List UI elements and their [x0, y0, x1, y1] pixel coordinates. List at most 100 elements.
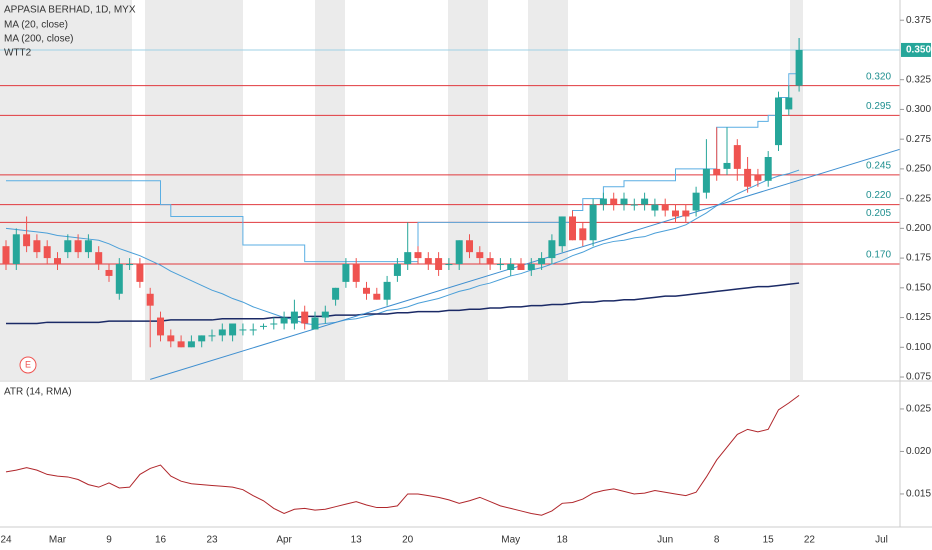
price-pane: 0.320 0.295 0.245 0.220 0.205 0.170: [0, 38, 900, 380]
candle-body: [290, 311, 298, 324]
y-tick-label: 0.025: [906, 404, 931, 415]
candle-body: [579, 228, 587, 241]
candle-body: [775, 97, 782, 146]
candle-body: [435, 258, 443, 270]
x-tick-label: 13: [351, 535, 363, 546]
series-line: [5, 169, 800, 326]
legend: APPASIA BERHAD, 1D, MYX MA (20, close) M…: [4, 5, 136, 398]
candle-body: [424, 258, 432, 265]
candle-body: [136, 264, 144, 282]
x-tick-label: May: [501, 535, 520, 546]
level-label: 0.245: [866, 160, 891, 171]
candle-body: [630, 204, 638, 206]
x-tick-label: 23: [206, 535, 218, 546]
candle-body: [54, 258, 61, 265]
candle-body: [610, 198, 618, 205]
candle-body: [548, 240, 556, 259]
candle-body: [363, 287, 370, 294]
candle-body: [23, 234, 31, 247]
shade: [0, 0, 132, 380]
y-tick-label: 0.325: [906, 74, 931, 85]
candle-body: [146, 293, 154, 306]
candle-body: [641, 198, 649, 205]
candle-body: [692, 192, 700, 211]
level-label: 0.205: [866, 208, 891, 219]
candle-body: [95, 252, 103, 265]
candle-body: [764, 156, 772, 181]
y-tick-label: 0.275: [906, 134, 931, 145]
candle-body: [249, 329, 257, 331]
candle-body: [383, 281, 391, 300]
candle-body: [455, 240, 463, 265]
candle-body: [311, 317, 319, 330]
candle-body: [105, 269, 113, 276]
level-label: 0.320: [866, 71, 891, 82]
candle-body: [795, 49, 803, 86]
candle-body: [672, 210, 679, 217]
candle-body: [260, 325, 267, 327]
x-tick-label: Jul: [875, 535, 888, 546]
candle-body: [43, 246, 51, 259]
candle-body: [12, 234, 20, 265]
candle-body: [682, 210, 690, 217]
candle-body: [373, 293, 381, 300]
candle-body: [239, 329, 247, 331]
candle-body: [270, 323, 278, 325]
candle-body: [187, 341, 195, 348]
candle-body: [445, 264, 453, 266]
y-tick-label: 0.015: [906, 489, 931, 500]
candle-body: [661, 204, 669, 211]
candle-body: [558, 216, 566, 247]
candle-body: [198, 335, 206, 342]
series-line: [5, 394, 800, 516]
x-tick-label: 16: [155, 535, 167, 546]
y-tick-label: 0.100: [906, 342, 931, 353]
candle-body: [723, 162, 731, 169]
earnings-badge-label[interactable]: E: [25, 359, 31, 369]
y-tick-label: 0.225: [906, 193, 931, 204]
x-tick-label: 8: [714, 535, 720, 546]
last-price-label: 0.350: [906, 45, 931, 56]
legend-entry: MA (200, close): [4, 34, 73, 45]
candle-body: [476, 252, 484, 259]
candle-body: [342, 264, 350, 282]
candle-body: [74, 240, 82, 253]
candle-body: [321, 311, 329, 318]
legend-entry: WTT2: [4, 48, 32, 59]
candle-body: [507, 264, 515, 270]
x-tick-label: 20: [402, 535, 414, 546]
candle-body: [785, 97, 793, 110]
series-line: [6, 282, 800, 325]
x-tick-label: Mar: [49, 535, 67, 546]
candle-body: [651, 204, 659, 211]
candle-body: [486, 258, 494, 265]
candle-body: [177, 341, 185, 348]
y-tick-label: 0.250: [906, 164, 931, 175]
level-label: 0.220: [866, 190, 891, 201]
candle-body: [229, 323, 237, 336]
last-price-box: [901, 42, 931, 57]
x-tick-label: Apr: [276, 535, 292, 546]
y-tick-label: 0.375: [906, 15, 931, 26]
candle-body: [589, 204, 597, 241]
atr-pane: [5, 394, 800, 516]
level-label: 0.170: [866, 250, 891, 261]
candle-body: [702, 168, 710, 193]
y-tick-label: 0.150: [906, 282, 931, 293]
candle-body: [157, 317, 164, 336]
level-label: 0.295: [866, 101, 891, 112]
earnings-badge[interactable]: [19, 356, 37, 374]
y-tick-label: 0.300: [906, 104, 931, 115]
y-tick-label: 0.175: [906, 253, 931, 264]
candle-body: [126, 264, 134, 266]
x-tick-label: 18: [557, 535, 569, 546]
candle-body: [754, 174, 762, 181]
legend-entry: ATR (14, RMA): [4, 387, 72, 398]
candle-body: [517, 264, 525, 270]
candle-body: [208, 335, 216, 337]
x-tick-label: 15: [763, 535, 775, 546]
legend-entry: MA (20, close): [4, 20, 68, 31]
candle-body: [744, 168, 752, 187]
